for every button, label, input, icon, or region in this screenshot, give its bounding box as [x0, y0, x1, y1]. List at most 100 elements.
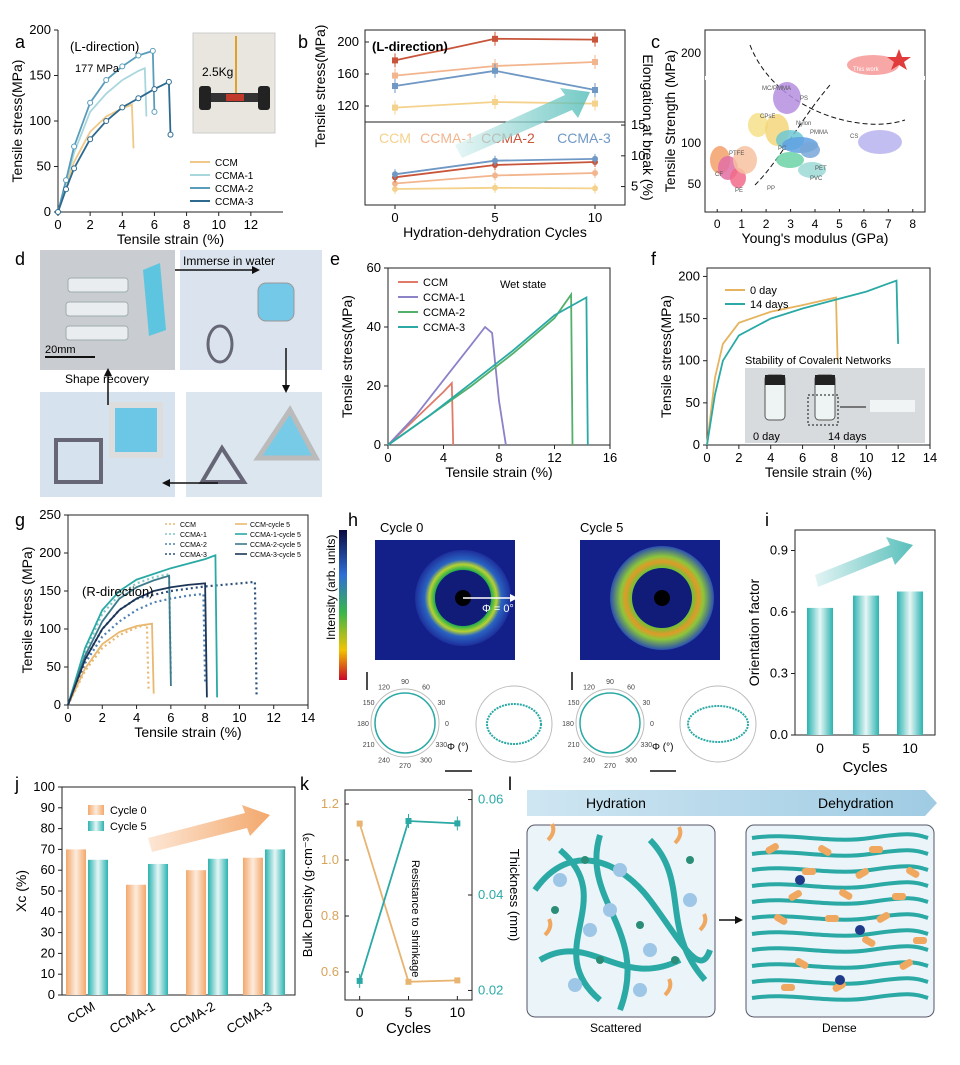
panel-label-k: k: [300, 774, 310, 794]
a-point: [135, 52, 142, 59]
panel-label-f: f: [651, 249, 657, 269]
i-bar: [897, 591, 923, 735]
g-frame: [67, 514, 309, 706]
j-bar: [126, 884, 146, 995]
e-ytick-label: 60: [367, 260, 381, 275]
a-series-line: [57, 103, 135, 213]
e-ytick-label: 0: [374, 437, 381, 452]
a-point: [63, 177, 70, 184]
e-xtick-label: 12: [547, 450, 561, 465]
e-series-line: [387, 295, 589, 446]
side-chain: [788, 890, 802, 901]
a-point: [149, 47, 156, 54]
scattered-chain: [593, 834, 631, 1012]
g-xtick-label: 8: [202, 710, 209, 725]
j-bar: [265, 849, 285, 995]
a-point: [135, 95, 142, 102]
c-material-label: PMMA: [810, 130, 828, 136]
chart-k: 0 5 10 0.6 0.8 1.0 1.2 0.02 0.04 0.06 Cycles Bulk D…: [300, 789, 522, 1037]
k-xtick-label: 10: [450, 1004, 466, 1020]
g-xtick-label: 2: [99, 710, 106, 725]
c-xtick-label: 5: [836, 217, 843, 231]
polar-tick-label: 150: [568, 700, 580, 707]
j-ylabel: Xc (%): [13, 870, 29, 912]
b-ytick-label: 160: [337, 66, 359, 81]
b-ytick-right-label: 15: [631, 117, 645, 132]
e-legend-label: CCM: [423, 277, 448, 289]
b-series-label: CCM: [379, 130, 411, 146]
polar-tick-label: 300: [625, 757, 637, 764]
f-inset-day14: 14 days: [828, 431, 867, 443]
a-ytick-label: 100: [29, 113, 51, 128]
polar-tick-label: 210: [363, 742, 375, 749]
b-xlabel: Hydration-dehydration Cycles: [403, 224, 587, 240]
polar-tick-label: 150: [363, 700, 375, 707]
k-ytick-right-label: 0.04: [478, 887, 503, 902]
k-ytick-right-label: 0.02: [478, 982, 503, 997]
water-molecule: [603, 903, 617, 917]
c-material-label: PP: [767, 186, 775, 192]
crosslink-node: [581, 856, 589, 864]
i-xtick-label: 0: [816, 740, 824, 756]
b-elong-point: [392, 180, 398, 187]
crosslink-node: [596, 956, 604, 964]
f-ytick-label: 50: [686, 395, 700, 410]
side-chain: [663, 978, 673, 997]
side-chain: [913, 937, 927, 944]
f-legend-label: 0 day: [750, 285, 777, 297]
side-chain: [869, 846, 883, 853]
a-xtick-label: 4: [119, 217, 126, 232]
b-series-label: CCMA-1: [420, 130, 474, 146]
l-scattered-label: Scattered: [590, 1021, 641, 1035]
b-xtick-label: 10: [588, 210, 602, 225]
f-xtick-label: 10: [859, 450, 873, 465]
j-bar: [66, 849, 86, 995]
h-cycle5-label: Cycle 5: [580, 520, 623, 535]
b-stress-point: [392, 57, 398, 64]
c-xtick-label: 6: [861, 217, 868, 231]
b-elong-point: [492, 157, 498, 164]
side-chain: [855, 867, 869, 879]
c-material-region: [773, 82, 801, 114]
a-xtick-label: 0: [54, 217, 61, 232]
c-material-label: PVC: [810, 176, 823, 182]
b-stress-point: [592, 87, 598, 93]
g-legend-label: CCMA-2-cycle 5: [250, 542, 301, 549]
k-ytick-label: 1.2: [321, 796, 339, 811]
panel-label-e: e: [330, 249, 340, 269]
j-legend-swatch: [88, 821, 104, 831]
b-stress-point: [392, 104, 398, 111]
water-molecule: [583, 923, 597, 937]
h-phi-label: Φ = 0°: [482, 603, 514, 615]
l-hydration-label: Hydration: [586, 795, 646, 811]
side-chain: [698, 913, 708, 932]
a-ytick-label: 150: [29, 68, 51, 83]
c-material-region: [748, 113, 768, 137]
b-xtick-label: 0: [391, 210, 398, 225]
b-stress-point: [592, 59, 598, 65]
j-bar: [88, 859, 108, 995]
polar-tick-label: 60: [627, 685, 635, 692]
chart-a: 0 2 4 6 8 10 12 0 50 100 150 200 Tensile strain (%) T…: [9, 22, 283, 247]
a-point: [63, 186, 70, 193]
i-bar: [807, 607, 833, 735]
j-trend-arrow: [148, 805, 270, 852]
j-ytick-label: 100: [33, 779, 55, 794]
b-ylabel-right: Elongation at break (%): [640, 54, 656, 200]
g-ytick-label: 200: [39, 545, 61, 560]
a-point: [103, 118, 110, 124]
k-ytick-label: 0.6: [321, 964, 339, 979]
b-elong-point: [592, 185, 598, 192]
c-xlabel: Young's modulus (GPa): [742, 230, 889, 246]
side-chain: [765, 842, 779, 854]
a-direction-label: (L-direction): [70, 39, 139, 54]
panel-label-g: g: [15, 510, 25, 530]
c-material-label: PTFE: [729, 151, 744, 157]
a-point: [119, 104, 126, 111]
a-peak-annotation: 177 MPa: [75, 63, 120, 75]
k-density-point: [454, 977, 461, 984]
e-series-line: [387, 291, 574, 446]
scattered-chain: [647, 837, 708, 983]
g-legend-label: CCMA-2: [180, 542, 207, 549]
j-ytick-label: 10: [41, 966, 55, 981]
